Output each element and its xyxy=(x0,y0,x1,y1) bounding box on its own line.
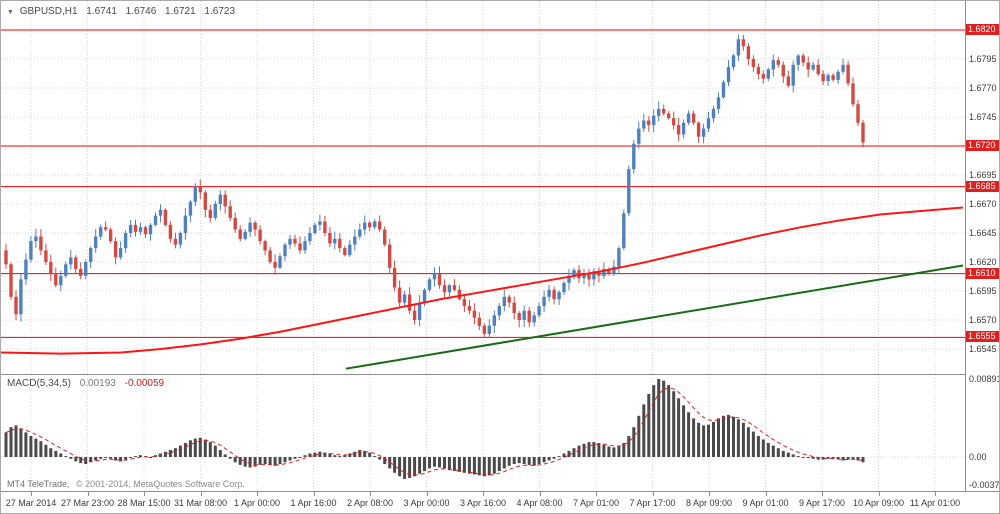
time-axis[interactable]: 27 Mar 2014 27 Mar 23:00 28 Mar 15:00 31 Ma… xyxy=(1,492,999,513)
macd-panel[interactable]: MACD(5,34,5) 0.00193 -0.00059 MT4 TeleTr… xyxy=(1,375,965,491)
price-tick-label: 1.6545 xyxy=(969,344,997,354)
watermark: MT4 TeleTrade, © 2001-2014, MetaQuotes S… xyxy=(7,479,245,489)
price-tick-label: 1.6620 xyxy=(969,257,997,267)
time-tick-mark xyxy=(483,492,484,496)
time-label: 10 Apr 09:00 xyxy=(852,498,905,508)
symbol-marker-icon: ▼ xyxy=(7,9,14,16)
time-tick-mark xyxy=(200,492,202,496)
time-label: 7 Apr 01:00 xyxy=(572,498,620,508)
ohlc-open: 1.6741 xyxy=(86,6,117,17)
watermark-copyright: © 2001-2014, MetaQuotes Software Corp. xyxy=(76,479,245,489)
macd-name: MACD(5,34,5) xyxy=(7,378,71,389)
price-tick-label: 1.6770 xyxy=(969,83,997,93)
price-tick-label: 1.6695 xyxy=(969,170,997,180)
time-label: 27 Mar 23:00 xyxy=(60,498,115,508)
time-tick-mark xyxy=(426,492,428,496)
time-label: 7 Apr 17:00 xyxy=(629,498,676,508)
time-tick-mark xyxy=(370,492,371,496)
time-tick-mark xyxy=(765,492,767,496)
price-tick-label: 1.6745 xyxy=(969,112,997,122)
time-label: 28 Mar 15:00 xyxy=(117,498,171,508)
time-label: 9 Apr 01:00 xyxy=(742,498,789,508)
macd-scale-label: 0.00 xyxy=(969,452,987,462)
time-tick-mark xyxy=(257,492,258,496)
price-axis-separator xyxy=(965,1,966,491)
time-tick-mark xyxy=(87,492,89,496)
time-label: 8 Apr 09:00 xyxy=(685,498,733,508)
symbol-label: GBPUSD,H1 xyxy=(19,6,78,17)
ohlc-close: 1.6723 xyxy=(204,6,236,17)
macd-scale-label: 0.00891 xyxy=(969,373,1000,384)
price-level-badge: 1.6720 xyxy=(966,140,999,151)
macd-scale-label: -0.00375 xyxy=(969,480,1000,490)
time-tick-mark xyxy=(652,492,654,496)
time-label: 1 Apr 16:00 xyxy=(290,498,337,508)
time-tick-mark xyxy=(596,492,597,496)
price-tick-label: 1.6670 xyxy=(969,199,997,209)
price-level-badge: 1.6610 xyxy=(966,267,999,279)
macd-signal-value: -0.00059 xyxy=(124,378,165,389)
macd-main-value: 0.00193 xyxy=(79,378,116,389)
time-label: 4 Apr 08:00 xyxy=(516,498,563,508)
panel-separator[interactable] xyxy=(1,374,999,375)
ohlc-low: 1.6721 xyxy=(165,6,196,17)
time-tick-mark xyxy=(822,492,823,496)
price-tick-label: 1.6645 xyxy=(969,228,997,238)
macd-canvas[interactable] xyxy=(1,375,965,491)
price-tick-label: 1.6795 xyxy=(969,54,997,64)
time-tick-mark xyxy=(709,492,710,496)
price-chart-area[interactable]: ▼ GBPUSD,H1 1.6741 1.6746 1.6721 1.6723 xyxy=(1,1,965,374)
time-label: 27 Mar 2014 xyxy=(5,498,57,508)
time-label: 3 Apr 16:00 xyxy=(459,498,507,508)
macd-indicator-label: MACD(5,34,5) 0.00193 -0.00059 xyxy=(7,378,170,389)
time-tick-mark xyxy=(144,492,145,496)
time-tick-mark xyxy=(539,492,541,496)
time-label: 11 Apr 01:00 xyxy=(909,498,961,508)
time-tick-mark xyxy=(935,492,936,496)
ohlc-high: 1.6746 xyxy=(125,6,157,17)
time-label: 1 Apr 00:00 xyxy=(233,498,281,508)
time-label: 31 Mar 08:00 xyxy=(173,498,228,508)
price-tick-label: 1.6595 xyxy=(969,286,997,296)
price-level-badge: 1.6685 xyxy=(966,180,999,192)
time-label: 9 Apr 17:00 xyxy=(798,498,846,508)
price-level-badge: 1.6820 xyxy=(966,24,999,35)
price-axis[interactable]: 1.6795 1.6770 1.6745 1.6695 1.6670 1.6645 1.66… xyxy=(966,1,1000,491)
watermark-brand: MT4 TeleTrade, xyxy=(7,479,70,489)
symbol-ohlc-bar: ▼ GBPUSD,H1 1.6741 1.6746 1.6721 1.6723 xyxy=(7,6,241,17)
price-level-badge: 1.6555 xyxy=(966,331,999,343)
time-label: 2 Apr 08:00 xyxy=(346,498,394,508)
time-label: 3 Apr 00:00 xyxy=(403,498,450,508)
time-tick-mark xyxy=(313,492,315,496)
candlestick-canvas[interactable] xyxy=(1,1,965,374)
time-tick-mark xyxy=(878,492,880,496)
time-tick-mark xyxy=(31,492,32,496)
time-axis-separator xyxy=(1,491,999,492)
price-tick-label: 1.6570 xyxy=(969,315,997,325)
